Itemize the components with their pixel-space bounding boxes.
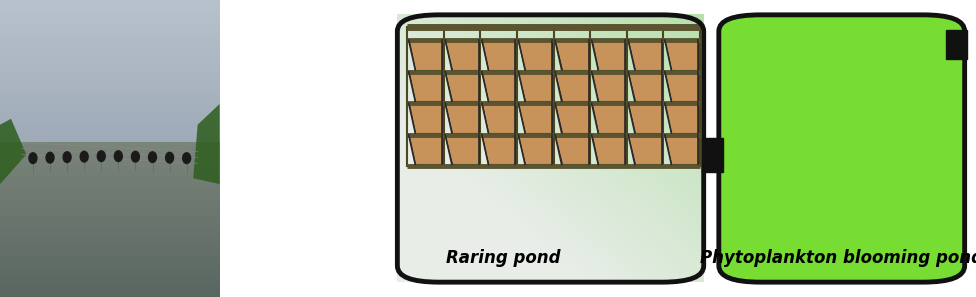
- Circle shape: [46, 152, 54, 163]
- Polygon shape: [409, 73, 442, 101]
- Polygon shape: [0, 119, 26, 184]
- Circle shape: [166, 152, 174, 163]
- Polygon shape: [555, 41, 589, 70]
- Circle shape: [183, 153, 190, 163]
- Polygon shape: [591, 41, 626, 70]
- Bar: [702, 138, 723, 172]
- Polygon shape: [629, 73, 662, 101]
- Polygon shape: [591, 105, 626, 133]
- Polygon shape: [482, 136, 515, 165]
- Polygon shape: [665, 41, 699, 70]
- Polygon shape: [555, 136, 589, 165]
- Polygon shape: [409, 41, 442, 70]
- Polygon shape: [445, 73, 479, 101]
- Circle shape: [98, 151, 105, 162]
- Polygon shape: [445, 136, 479, 165]
- Polygon shape: [555, 105, 589, 133]
- Polygon shape: [665, 136, 699, 165]
- Polygon shape: [591, 136, 626, 165]
- Polygon shape: [518, 136, 552, 165]
- Polygon shape: [193, 104, 220, 184]
- Polygon shape: [629, 136, 662, 165]
- Circle shape: [132, 151, 140, 162]
- Polygon shape: [518, 73, 552, 101]
- Polygon shape: [445, 105, 479, 133]
- Polygon shape: [665, 73, 699, 101]
- Polygon shape: [482, 41, 515, 70]
- Polygon shape: [518, 105, 552, 133]
- Circle shape: [29, 153, 37, 163]
- Circle shape: [148, 152, 156, 162]
- Text: Phytoplankton blooming pond: Phytoplankton blooming pond: [700, 249, 976, 267]
- Polygon shape: [629, 105, 662, 133]
- Circle shape: [114, 151, 122, 162]
- Polygon shape: [591, 73, 626, 101]
- Bar: [946, 30, 967, 59]
- Polygon shape: [409, 105, 442, 133]
- Polygon shape: [665, 105, 699, 133]
- Circle shape: [63, 152, 71, 162]
- Polygon shape: [482, 105, 515, 133]
- Polygon shape: [629, 41, 662, 70]
- Text: Raring pond: Raring pond: [446, 249, 560, 267]
- Polygon shape: [518, 41, 552, 70]
- Polygon shape: [482, 73, 515, 101]
- Polygon shape: [445, 41, 479, 70]
- Circle shape: [80, 151, 88, 162]
- FancyBboxPatch shape: [718, 15, 964, 282]
- Polygon shape: [409, 136, 442, 165]
- Polygon shape: [555, 73, 589, 101]
